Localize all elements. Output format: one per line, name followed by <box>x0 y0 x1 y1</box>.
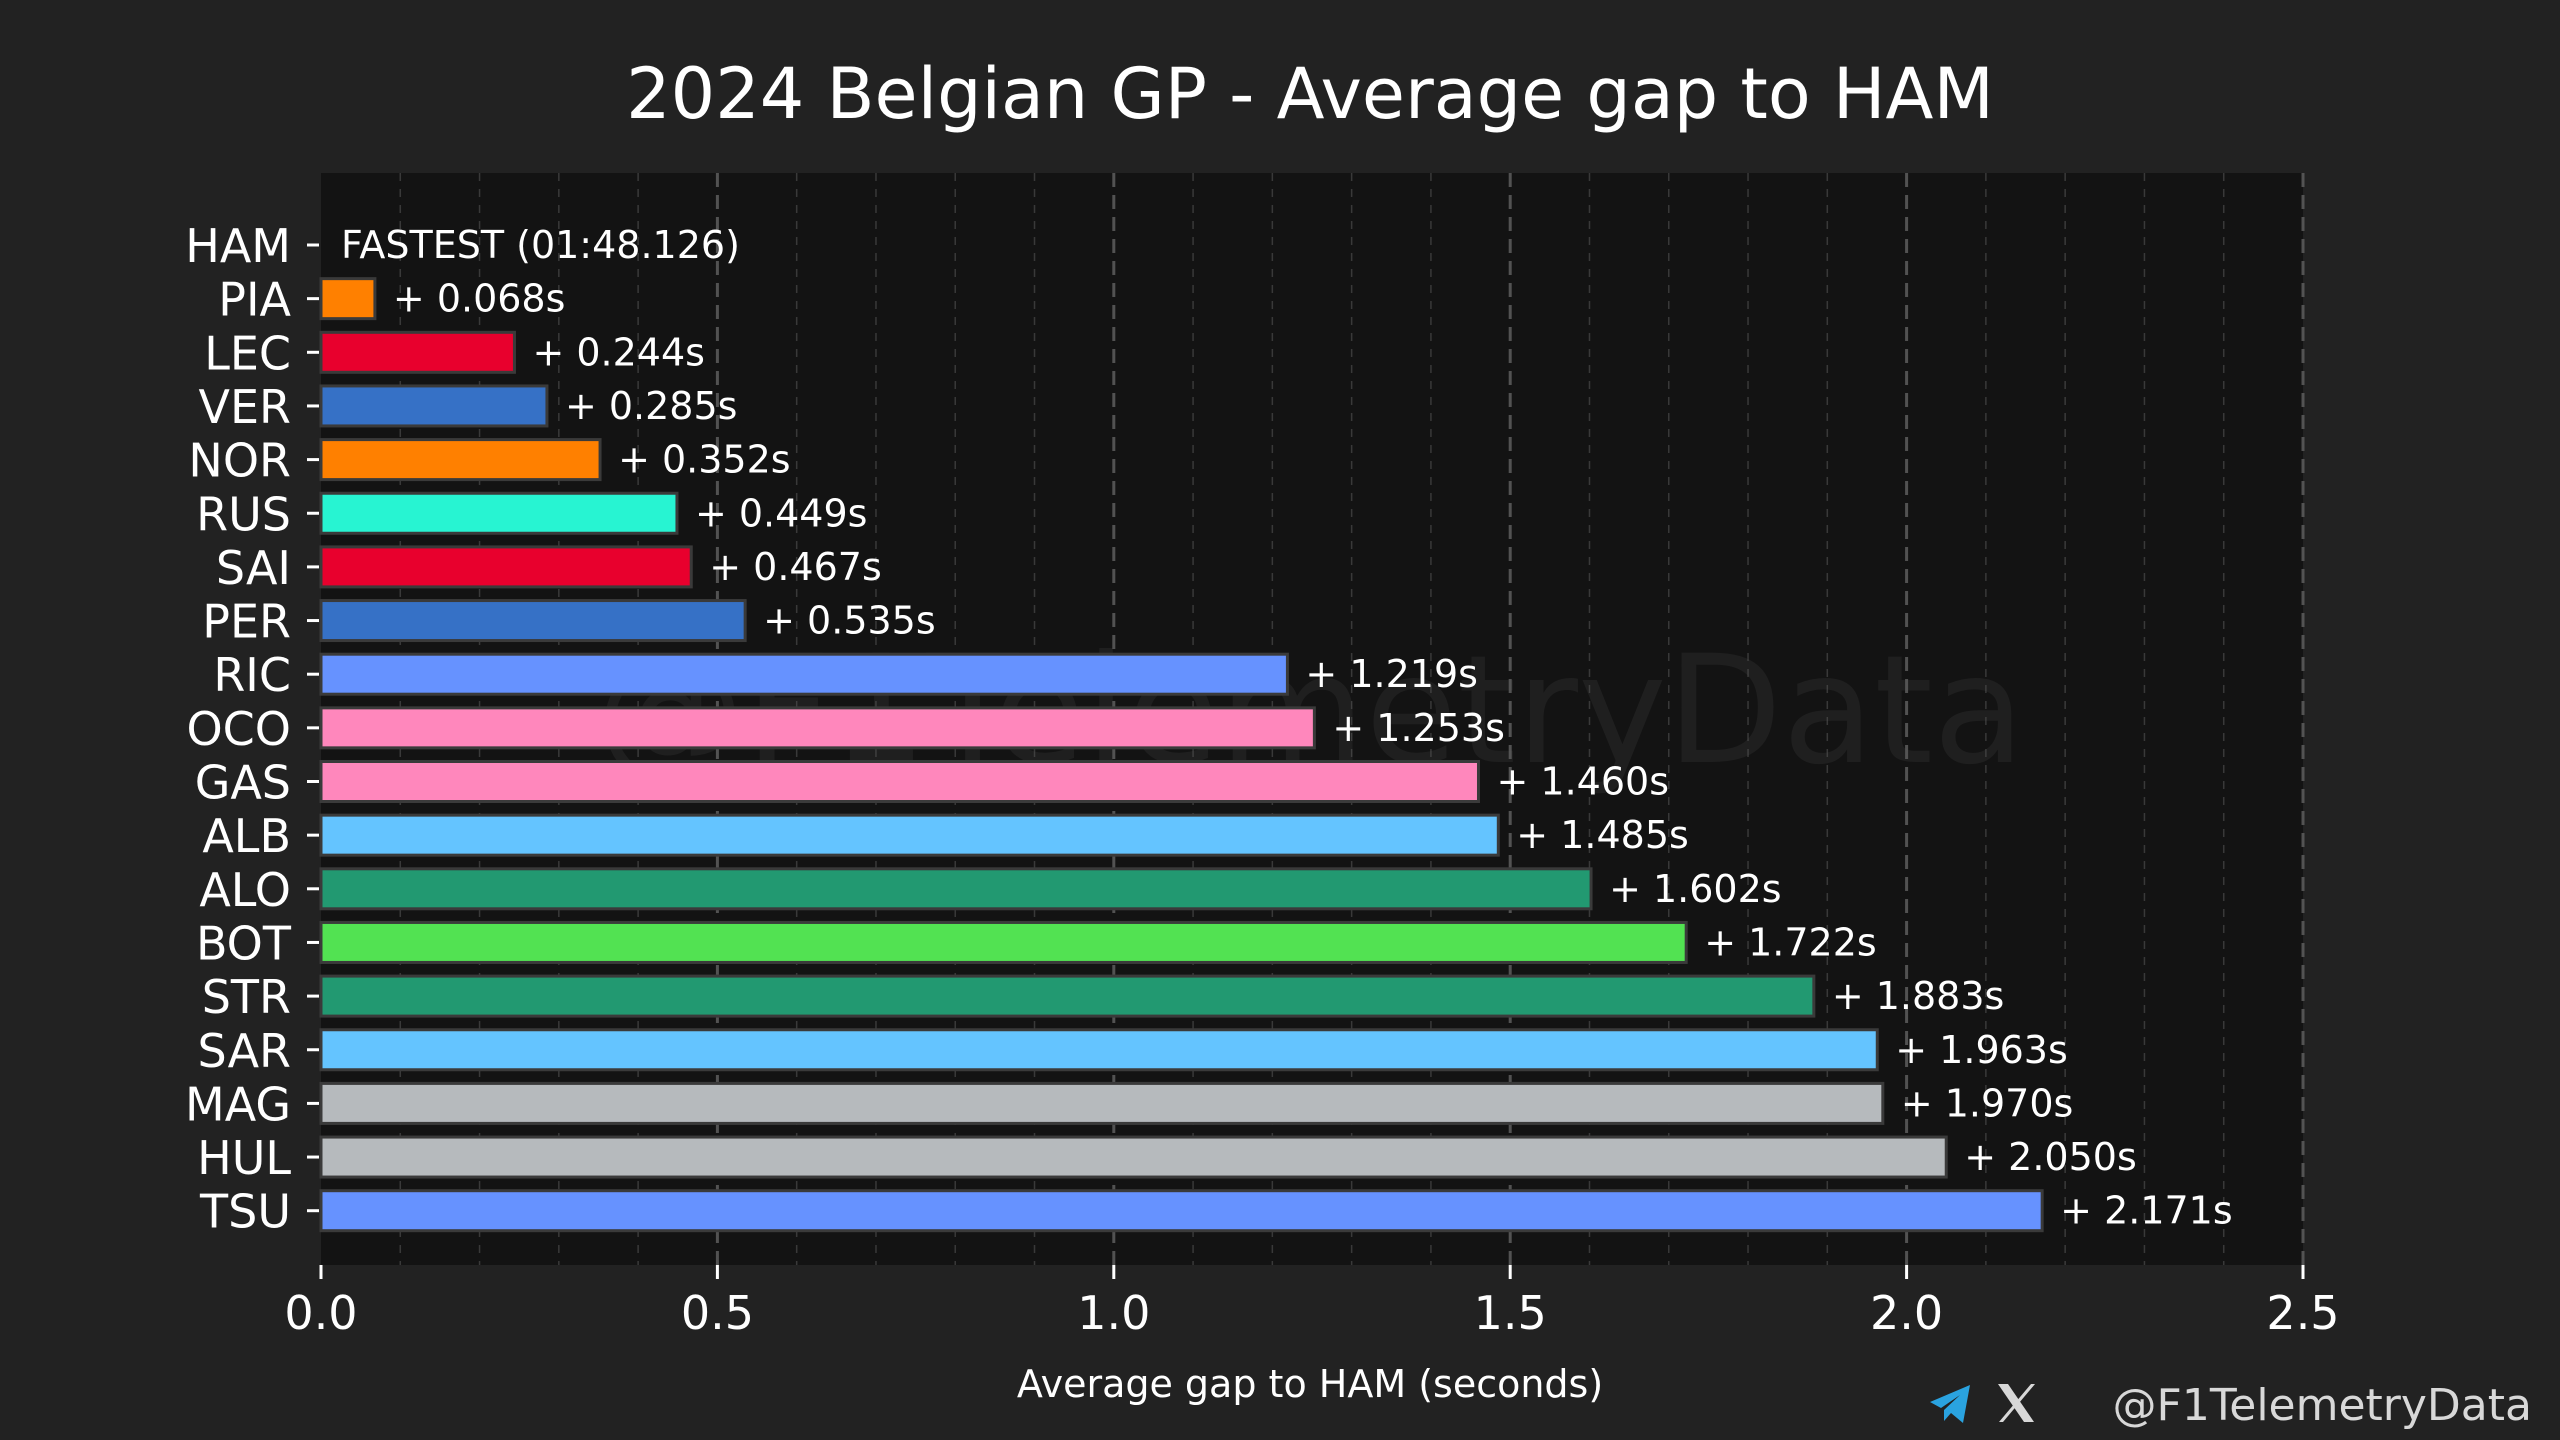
chart-title: 2024 Belgian GP - Average gap to HAM <box>626 53 1994 135</box>
data-label-str: + 1.883s <box>1832 974 2005 1018</box>
telegram-icon[interactable] <box>1930 1385 1970 1423</box>
data-label-tsu: + 2.171s <box>2060 1189 2233 1233</box>
data-label-bot: + 1.722s <box>1704 920 1877 964</box>
data-label-rus: + 0.449s <box>695 491 868 535</box>
data-label-alb: + 1.485s <box>1516 813 1689 857</box>
bar-oco[interactable] <box>319 706 1316 750</box>
data-label-sar: + 1.963s <box>1895 1028 2068 1072</box>
data-label-hul: + 2.050s <box>1964 1135 2137 1179</box>
bar-nor[interactable] <box>319 438 602 482</box>
y-tick-label-alb: ALB <box>202 809 291 863</box>
data-label-ham: FASTEST (01:48.126) <box>341 223 740 267</box>
credit: @F1TelemetryData <box>1930 1380 2532 1431</box>
bar-lec[interactable] <box>319 330 516 374</box>
x-tick-label: 0.5 <box>681 1286 754 1340</box>
bar-sai[interactable] <box>319 545 693 589</box>
x-icon[interactable] <box>1998 1384 2035 1422</box>
data-label-ric: + 1.219s <box>1305 652 1478 696</box>
bar-ver[interactable] <box>319 384 549 428</box>
data-label-gas: + 1.460s <box>1496 760 1669 804</box>
x-axis-label: Average gap to HAM (seconds) <box>1017 1362 1603 1406</box>
y-tick-label-hul: HUL <box>197 1131 291 1185</box>
y-tick-label-ver: VER <box>199 380 292 434</box>
y-axis: HAMPIALECVERNORRUSSAIPERRICOCOGASALBALOB… <box>185 219 319 1239</box>
bar-alb[interactable] <box>319 813 1500 857</box>
x-tick-label: 1.5 <box>1474 1286 1547 1340</box>
y-tick-label-nor: NOR <box>188 434 291 488</box>
bar-rus[interactable] <box>319 491 679 535</box>
x-axis: 0.0 0.5 1.0 1.5 2.0 2.5 <box>284 1265 2340 1340</box>
y-tick-label-bot: BOT <box>196 916 292 970</box>
data-label-mag: + 1.970s <box>1901 1081 2074 1125</box>
y-tick-label-ham: HAM <box>185 219 291 273</box>
y-tick-label-oco: OCO <box>186 702 291 756</box>
bar-sar[interactable] <box>319 1028 1879 1072</box>
bar-bot[interactable] <box>319 920 1688 964</box>
bar-gas[interactable] <box>319 760 1480 803</box>
y-tick-label-lec: LEC <box>204 326 291 380</box>
bar-hul[interactable] <box>319 1135 1948 1179</box>
x-tick-label: 2.5 <box>2266 1286 2339 1340</box>
bar-ric[interactable] <box>319 652 1289 696</box>
y-tick-label-ric: RIC <box>213 648 291 702</box>
x-tick-label: 2.0 <box>1870 1286 1943 1340</box>
data-label-oco: + 1.253s <box>1332 706 1505 750</box>
y-tick-label-sai: SAI <box>216 541 291 595</box>
y-tick-label-mag: MAG <box>185 1077 291 1131</box>
y-tick-label-alo: ALO <box>199 863 291 917</box>
y-tick-label-rus: RUS <box>196 487 291 541</box>
bar-str[interactable] <box>319 974 1816 1018</box>
y-tick-label-per: PER <box>202 595 291 649</box>
y-tick-label-pia: PIA <box>218 273 291 327</box>
data-label-pia: + 0.068s <box>393 277 566 321</box>
data-labels: FASTEST (01:48.126) + 0.068s + 0.244s + 0.2… <box>341 223 2233 1233</box>
bars <box>319 277 2044 1233</box>
bar-alo[interactable] <box>319 867 1593 911</box>
x-tick-label: 0.0 <box>284 1286 357 1340</box>
bar-tsu[interactable] <box>319 1189 2044 1233</box>
y-tick-label-tsu: TSU <box>199 1185 291 1239</box>
bar-mag[interactable] <box>319 1081 1885 1125</box>
data-label-ver: + 0.285s <box>565 384 738 428</box>
x-tick-label: 1.0 <box>1077 1286 1150 1340</box>
data-label-sai: + 0.467s <box>709 545 882 589</box>
bar-per[interactable] <box>319 599 747 643</box>
data-label-nor: + 0.352s <box>618 438 791 482</box>
y-tick-label-str: STR <box>202 970 291 1024</box>
data-label-lec: + 0.244s <box>532 330 705 374</box>
data-label-alo: + 1.602s <box>1609 867 1782 911</box>
y-tick-label-sar: SAR <box>198 1024 291 1078</box>
data-label-per: + 0.535s <box>763 599 936 643</box>
credit-handle[interactable]: @F1TelemetryData <box>2113 1380 2532 1431</box>
bar-pia[interactable] <box>319 277 377 321</box>
y-tick-label-gas: GAS <box>195 756 291 810</box>
